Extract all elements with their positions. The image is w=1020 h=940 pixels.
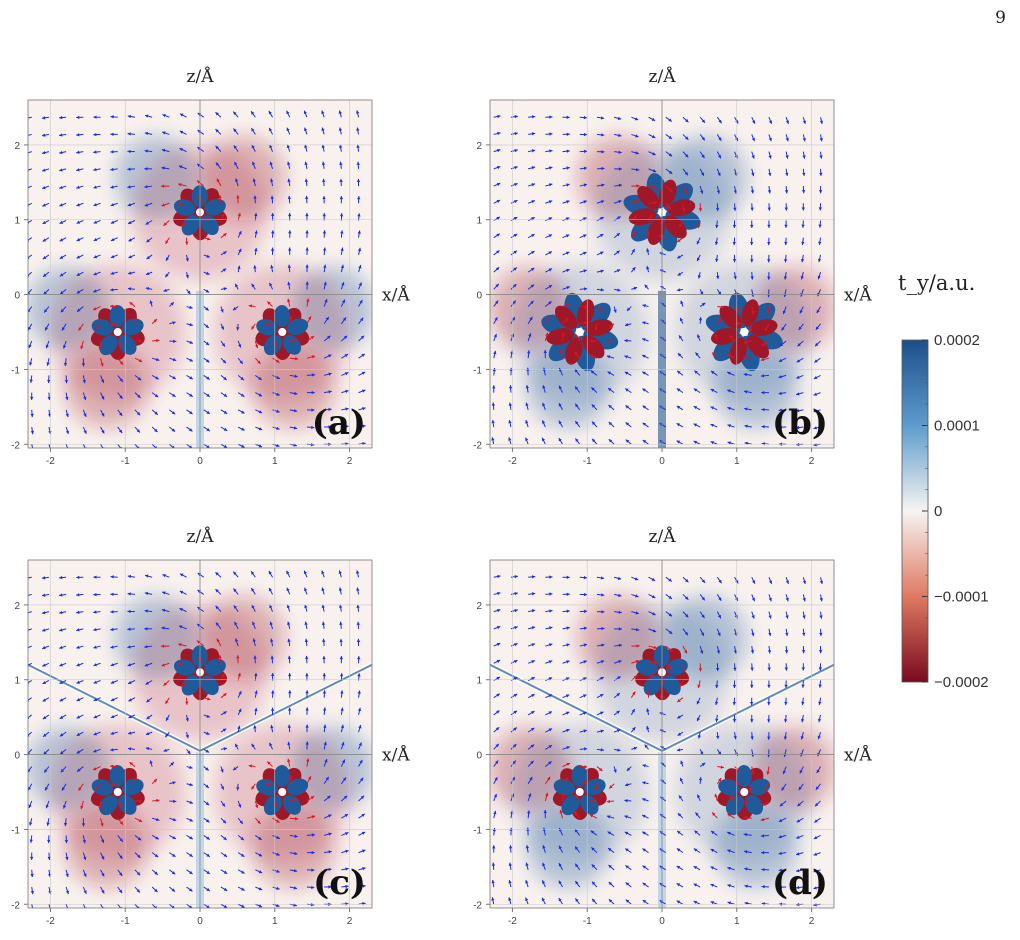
atom-core (278, 788, 286, 796)
atom-core (576, 788, 584, 796)
x-axis-label: x/Å (844, 745, 872, 766)
x-tick-label: 0 (197, 456, 203, 467)
z-axis-label: z/Å (187, 66, 215, 87)
colorbar-tick-label: −0.0002 (934, 674, 989, 691)
y-tick-label: -2 (473, 440, 482, 451)
x-axis-label: x/Å (382, 285, 410, 306)
y-tick-label: 1 (476, 216, 482, 227)
colorbar-svg: t_y/a.u. 0.0002 0.0001 0 −0.0001 −0.0002 (880, 260, 1010, 700)
plot-svg: -2 -1 0 1 2 -2 -1 0 1 2 z/Å x/Å (b) (462, 60, 882, 480)
x-tick-label: 1 (272, 456, 278, 467)
y-tick-label: 2 (476, 601, 482, 612)
x-tick-label: -1 (583, 456, 592, 467)
x-tick-label: 0 (197, 916, 203, 927)
y-tick-label: -2 (11, 900, 20, 911)
colorbar-tick-label: −0.0001 (934, 589, 989, 606)
plot-svg: -2 -1 0 1 2 -2 -1 0 1 2 z/Å x/Å (d) (462, 520, 882, 940)
page-number: 9 (995, 8, 1006, 28)
y-tick-label: 0 (14, 291, 20, 302)
x-tick-label: -1 (583, 916, 592, 927)
z-axis-label: z/Å (187, 526, 215, 547)
x-axis-label: x/Å (844, 285, 872, 306)
x-tick-label: 2 (809, 456, 815, 467)
x-tick-label: 2 (347, 916, 353, 927)
y-tick-label: 1 (14, 676, 20, 687)
colorbar-tick-label: 0.0001 (934, 418, 980, 435)
panel-label: (b) (772, 403, 828, 443)
panel-a: -2 -1 0 1 2 -2 -1 0 1 2 z/Å x/Å (a) (0, 60, 420, 480)
y-tick-label: 2 (14, 141, 20, 152)
x-tick-label: 0 (659, 916, 665, 927)
plot-svg: -2 -1 0 1 2 -2 -1 0 1 2 z/Å x/Å (c) (0, 520, 420, 940)
panel-label: (c) (313, 863, 366, 903)
panel-b: -2 -1 0 1 2 -2 -1 0 1 2 z/Å x/Å (b) (462, 60, 882, 480)
x-tick-label: 1 (272, 916, 278, 927)
y-tick-label: -1 (11, 825, 20, 836)
x-tick-label: -2 (46, 916, 55, 927)
y-tick-label: 1 (14, 216, 20, 227)
x-tick-label: -2 (46, 456, 55, 467)
atom-core (740, 788, 748, 796)
x-tick-label: 2 (809, 916, 815, 927)
panel-d: -2 -1 0 1 2 -2 -1 0 1 2 z/Å x/Å (d) (462, 520, 882, 940)
y-tick-label: -1 (473, 825, 482, 836)
x-tick-label: -1 (121, 456, 130, 467)
panel-c: -2 -1 0 1 2 -2 -1 0 1 2 z/Å x/Å (c) (0, 520, 420, 940)
x-tick-label: 1 (734, 456, 740, 467)
x-tick-label: -1 (121, 916, 130, 927)
z-axis-label: z/Å (649, 526, 677, 547)
atom-core (278, 328, 286, 336)
atom-core (114, 788, 122, 796)
colorbar-title: t_y/a.u. (898, 271, 975, 295)
panel-label: (a) (312, 403, 366, 443)
y-tick-label: -2 (11, 440, 20, 451)
panel-label: (d) (772, 863, 828, 903)
x-axis-label: x/Å (382, 745, 410, 766)
x-tick-label: -2 (508, 916, 517, 927)
y-tick-label: 0 (476, 291, 482, 302)
colorbar: t_y/a.u. 0.0002 0.0001 0 −0.0001 −0.0002 (880, 260, 1010, 700)
y-tick-label: -1 (11, 365, 20, 376)
x-tick-label: 0 (659, 456, 665, 467)
colorbar-tick-label: 0.0002 (934, 332, 980, 349)
z-axis-label: z/Å (649, 66, 677, 87)
y-tick-label: 2 (14, 601, 20, 612)
x-tick-label: 2 (347, 456, 353, 467)
y-tick-label: 0 (14, 751, 20, 762)
y-tick-label: 2 (476, 141, 482, 152)
colorbar-tick-label: 0 (934, 503, 942, 520)
atom-core (576, 328, 584, 336)
y-tick-label: -1 (473, 365, 482, 376)
x-tick-label: -2 (508, 456, 517, 467)
y-tick-label: 1 (476, 676, 482, 687)
y-tick-label: 0 (476, 751, 482, 762)
y-tick-label: -2 (473, 900, 482, 911)
atom-core (740, 328, 748, 336)
plot-svg: -2 -1 0 1 2 -2 -1 0 1 2 z/Å x/Å (a) (0, 60, 420, 480)
x-tick-label: 1 (734, 916, 740, 927)
atom-core (114, 328, 122, 336)
